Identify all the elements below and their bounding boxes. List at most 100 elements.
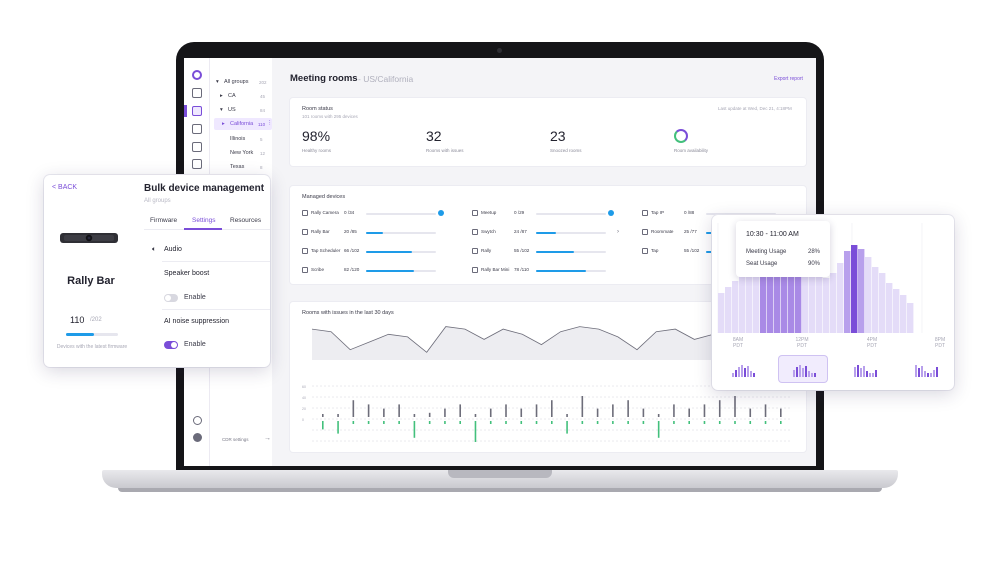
rooms-icon[interactable] (192, 106, 202, 116)
device-icon (642, 210, 648, 216)
issue-bar (718, 400, 721, 417)
lightbulb-icon[interactable] (192, 159, 202, 169)
speaker-boost-toggle[interactable] (164, 294, 178, 302)
tree-item-california[interactable]: California (230, 121, 254, 127)
page-title: Meeting rooms (290, 73, 358, 84)
issue-bar-secondary (566, 414, 568, 417)
section-audio: Audio (164, 246, 182, 253)
device-name: Scribe (311, 267, 325, 272)
export-report-link[interactable]: Export report (774, 76, 803, 82)
stat-label: Snoozed rooms (550, 148, 582, 153)
device-progress (706, 213, 776, 215)
issue-bar (535, 404, 538, 417)
x-axis-label: 8PM PDT (934, 337, 946, 349)
usage-bar (837, 263, 844, 333)
issue-bar-secondary (703, 421, 706, 424)
tree-count: 202 (259, 80, 267, 85)
device-row[interactable]: Scribe 82 /120 (302, 267, 462, 275)
usage-chart (717, 223, 923, 333)
gear-icon[interactable] (193, 416, 202, 425)
device-progress-fill (536, 270, 586, 272)
issue-bar (474, 421, 477, 442)
tree-caret-icon: ▾ (220, 107, 223, 113)
day-thumbnail[interactable] (718, 356, 766, 382)
tree-item-texas[interactable]: Texas (230, 164, 245, 170)
y-tick-label: 40 (302, 396, 306, 400)
usage-bar (816, 275, 823, 333)
cloud-icon[interactable] (192, 142, 202, 152)
issue-bar-secondary (520, 421, 523, 424)
day-thumbnail-selected[interactable] (779, 356, 827, 382)
usage-bar (879, 273, 886, 333)
device-progress (366, 251, 436, 253)
device-count: 0 /29 (514, 210, 525, 215)
logo-icon (192, 70, 202, 80)
issue-bar (657, 421, 660, 438)
device-row[interactable]: Rally Bar Mini 78 /110 (472, 267, 632, 275)
issue-bar (551, 400, 553, 417)
device-progress (536, 251, 606, 253)
info-dot-icon[interactable] (608, 210, 614, 216)
issue-bar (749, 408, 752, 417)
device-row[interactable]: Meetup 0 /29 (472, 210, 632, 218)
stat-label: Rooms with issues (426, 148, 464, 153)
more-options-icon[interactable]: ⋮ (267, 120, 273, 126)
issue-bar-secondary (413, 414, 416, 417)
device-count: 82 /120 (344, 267, 360, 272)
device-count: 55 /102 (684, 248, 700, 253)
tab-resources[interactable]: Resources (230, 217, 262, 224)
device-progress-fill (536, 232, 556, 234)
issue-bar (367, 404, 370, 417)
toggle-knob (165, 295, 171, 301)
x-axis-label: 4PM PDT (866, 337, 878, 349)
issue-bar (734, 396, 736, 417)
device-progress (536, 232, 606, 234)
usage-bar (907, 303, 914, 333)
line-area (312, 326, 790, 360)
device-row[interactable]: Tap Scheduler 66 /102 (302, 248, 462, 256)
laptop-foot (118, 488, 882, 492)
device-row[interactable]: Rally Bar 20 /85 (302, 229, 462, 237)
back-button[interactable]: < BACK (52, 184, 78, 191)
ai-noise-toggle[interactable] (164, 341, 178, 349)
day-thumbnail[interactable] (840, 356, 888, 382)
issue-bar (428, 412, 431, 417)
info-dot-icon[interactable] (438, 210, 444, 216)
usage-bar (865, 257, 872, 333)
selected-group-highlight (214, 118, 272, 130)
arrow-right-icon[interactable]: → (264, 435, 271, 442)
line-series (311, 326, 791, 353)
device-row[interactable]: Rally 55 /102 (472, 248, 632, 256)
issue-bar (627, 400, 629, 417)
tree-count: 12 (260, 151, 266, 156)
device-name: Rally Bar (67, 275, 115, 287)
day-thumbnail[interactable] (901, 356, 949, 382)
device-name: Swytch (481, 229, 496, 234)
tree-item-us[interactable]: US (228, 107, 236, 113)
devices-icon[interactable] (192, 88, 202, 98)
usage-bar (746, 267, 753, 333)
cdr-settings-link[interactable]: CDR settings (222, 437, 249, 442)
tree-item-new-york[interactable]: New York (230, 150, 254, 156)
device-icon (302, 267, 308, 273)
avatar[interactable] (193, 433, 202, 442)
tab-firmware[interactable]: Firmware (150, 217, 178, 224)
issue-bar-secondary (444, 421, 446, 424)
insights-icon[interactable] (192, 124, 202, 134)
tree-item-ca[interactable]: CA (228, 93, 236, 99)
tree-item-all-groups[interactable]: All groups (224, 79, 249, 85)
device-row[interactable]: Rally Camera 0 /34 (302, 210, 462, 218)
device-row[interactable]: Swytch 24 /87 (472, 229, 632, 237)
device-progress-fill (366, 251, 412, 253)
issue-bar-secondary (612, 421, 614, 424)
device-icon (302, 210, 308, 216)
tab-settings[interactable]: Settings (192, 217, 216, 224)
issue-bar (581, 396, 584, 417)
chevron-right-icon[interactable]: › (617, 229, 619, 235)
tree-item-illinois[interactable]: Illinois (230, 136, 246, 142)
tree-count: 45 (260, 94, 266, 99)
device-row[interactable]: Tap IP 0 /88 (642, 210, 802, 218)
device-count: 24 /87 (514, 229, 527, 234)
issue-bar (413, 421, 416, 438)
usage-panel: 10:30 - 11:00 AM Meeting Usage 28% Seat … (712, 215, 954, 390)
